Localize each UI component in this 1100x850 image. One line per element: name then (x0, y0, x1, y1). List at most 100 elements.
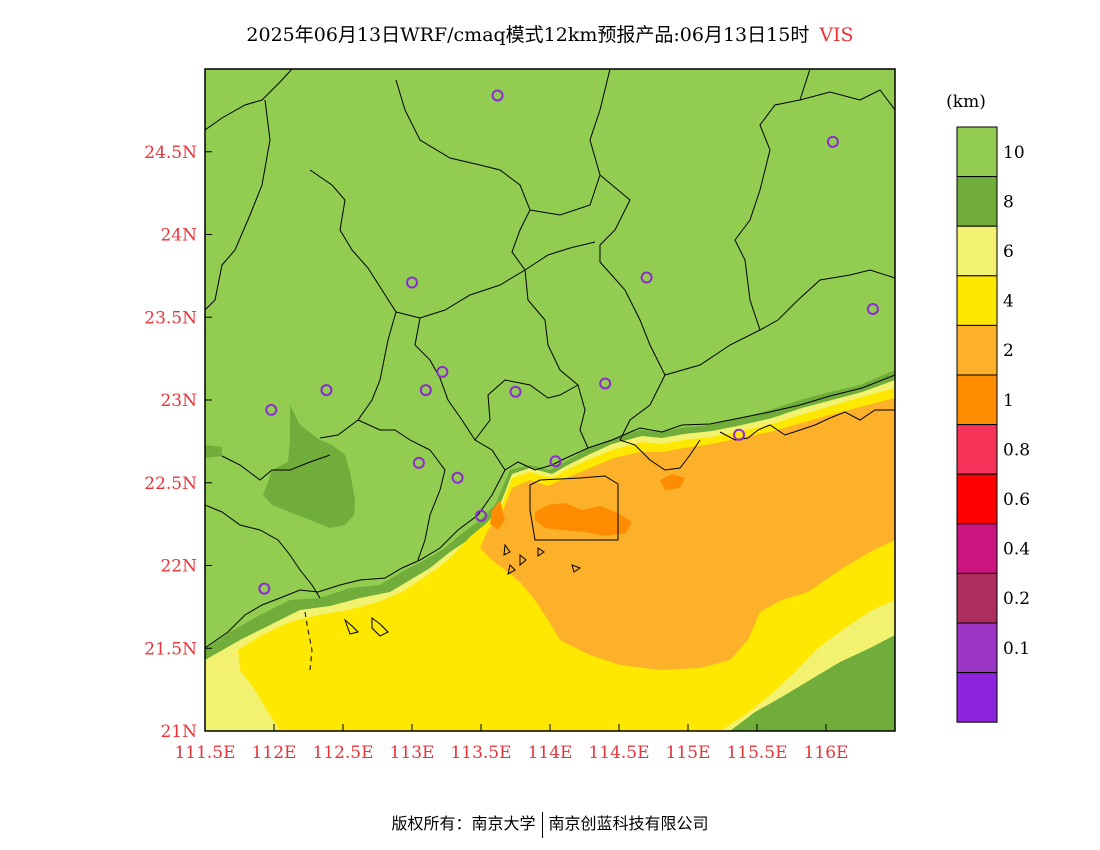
y-tick-label: 22N (160, 557, 197, 577)
page-title: 2025年06月13日WRF/cmaq模式12km预报产品:06月13日15时 V… (0, 20, 1100, 47)
y-tick-label: 21.5N (144, 639, 197, 659)
legend-unit: (km) (946, 92, 986, 112)
legend-color-bar (956, 126, 998, 723)
boundary-line (799, 89, 895, 111)
legend-color-box (956, 572, 998, 624)
station-marker (599, 377, 612, 390)
x-tick-label: 112.5E (312, 743, 373, 763)
boundary-line (719, 409, 895, 441)
boundary-line (304, 611, 313, 671)
x-tick-label: 114E (528, 743, 573, 763)
legend-color-box (956, 374, 998, 426)
station-marker (826, 135, 839, 148)
station-marker (733, 428, 746, 441)
map-plot-area (205, 69, 895, 731)
y-tick-label: 24N (160, 226, 197, 246)
vis-1km-patch-bay (535, 503, 632, 536)
x-axis: 111.5E 112E 112.5E 113E 113.5E 114E 114.5E 115E… (174, 724, 848, 763)
legend-color-box (956, 176, 998, 227)
boundary-line (395, 241, 596, 319)
legend-color-box (956, 275, 998, 326)
station-marker (451, 471, 464, 484)
legend-color-box (956, 324, 998, 376)
station-marker (549, 455, 562, 468)
x-tick-label: 112E (252, 743, 297, 763)
station-marker (258, 582, 271, 595)
y-axis: 21N 21.5N 22N 22.5N 23N 23.5N 24N 24.5N (144, 143, 212, 742)
y-tick-label: 23N (160, 391, 197, 411)
legend-label: 8 (1003, 192, 1014, 212)
legend-labels: 10 8 6 4 2 1 0.8 0.6 0.4 0.2 0.1 (1003, 143, 1030, 659)
boundary-line (524, 269, 589, 449)
boundary-line (414, 317, 506, 471)
legend-color-box (956, 622, 998, 674)
y-tick-label: 22.5N (144, 474, 197, 494)
legend-color-box (956, 672, 998, 723)
y-tick-label: 24.5N (144, 143, 197, 163)
x-tick-label: 114.5E (588, 743, 649, 763)
legend-label: 10 (1003, 143, 1025, 163)
boundary-line (205, 69, 293, 131)
island-outlines (343, 543, 582, 637)
boundary-line (474, 379, 579, 441)
x-tick-label: 115.5E (726, 743, 787, 763)
vis-1km-patch-delta (490, 500, 505, 530)
x-tick-label: 116E (804, 743, 849, 763)
legend-label: 0.4 (1003, 540, 1030, 560)
station-marker (320, 384, 333, 397)
boundary-line (205, 99, 271, 311)
station-marker (406, 276, 418, 289)
x-tick-label: 111.5E (174, 743, 235, 763)
legend-label: 0.8 (1003, 440, 1030, 460)
x-tick-label: 113E (390, 743, 435, 763)
boundary-line (599, 174, 666, 441)
legend-label: 6 (1003, 242, 1014, 262)
station-markers (258, 89, 879, 595)
x-tick-label: 113.5E (450, 743, 511, 763)
station-marker (475, 509, 487, 522)
footer-right: 南京创蓝科技有限公司 (548, 814, 709, 833)
vis-2km-zone (480, 398, 895, 670)
legend: (km) 10 8 6 4 2 1 0.8 0.6 0.4 0.2 0.1 (946, 92, 1030, 723)
boundary-line (395, 79, 531, 271)
station-marker (491, 89, 504, 102)
title-main: 2025年06月13日WRF/cmaq模式12km预报产品:06月13日15时 (246, 24, 810, 46)
boundary-line (357, 419, 446, 561)
vis-8km-patch-inland (263, 405, 355, 528)
legend-label: 4 (1003, 292, 1014, 312)
title-variable: VIS (819, 24, 854, 46)
boundary-lines (205, 69, 895, 671)
boundary-line (205, 504, 321, 599)
legend-color-box (956, 126, 998, 178)
x-tick-label: 115E (666, 743, 711, 763)
legend-label: 2 (1003, 341, 1014, 361)
legend-label: 0.1 (1003, 639, 1030, 659)
station-marker (412, 456, 425, 469)
legend-label: 1 (1003, 391, 1014, 411)
footer: 版权所有：南京大学 南京创蓝科技有限公司 (0, 810, 1100, 838)
boundary-line (664, 269, 895, 376)
station-marker (509, 385, 522, 398)
legend-color-box (956, 225, 998, 277)
station-marker (419, 384, 432, 397)
legend-color-box (956, 473, 998, 525)
vis-8km-patch-west (205, 445, 222, 458)
boundary-line (734, 69, 811, 331)
y-tick-label: 23.5N (144, 308, 197, 328)
boundary-line (221, 454, 331, 481)
legend-label: 0.2 (1003, 589, 1030, 609)
y-tick-label: 21N (160, 722, 197, 742)
footer-separator (541, 811, 543, 838)
station-marker (866, 302, 879, 315)
station-marker (640, 271, 653, 284)
boundary-line (619, 439, 701, 471)
station-marker (265, 403, 278, 416)
legend-color-box (956, 523, 998, 574)
boundary-line (529, 475, 619, 541)
legend-color-box (956, 424, 998, 475)
legend-label: 0.6 (1003, 490, 1030, 510)
boundary-line (309, 169, 397, 439)
footer-left: 版权所有：南京大学 (391, 814, 536, 833)
vis-1km-patch-coast (660, 474, 685, 490)
